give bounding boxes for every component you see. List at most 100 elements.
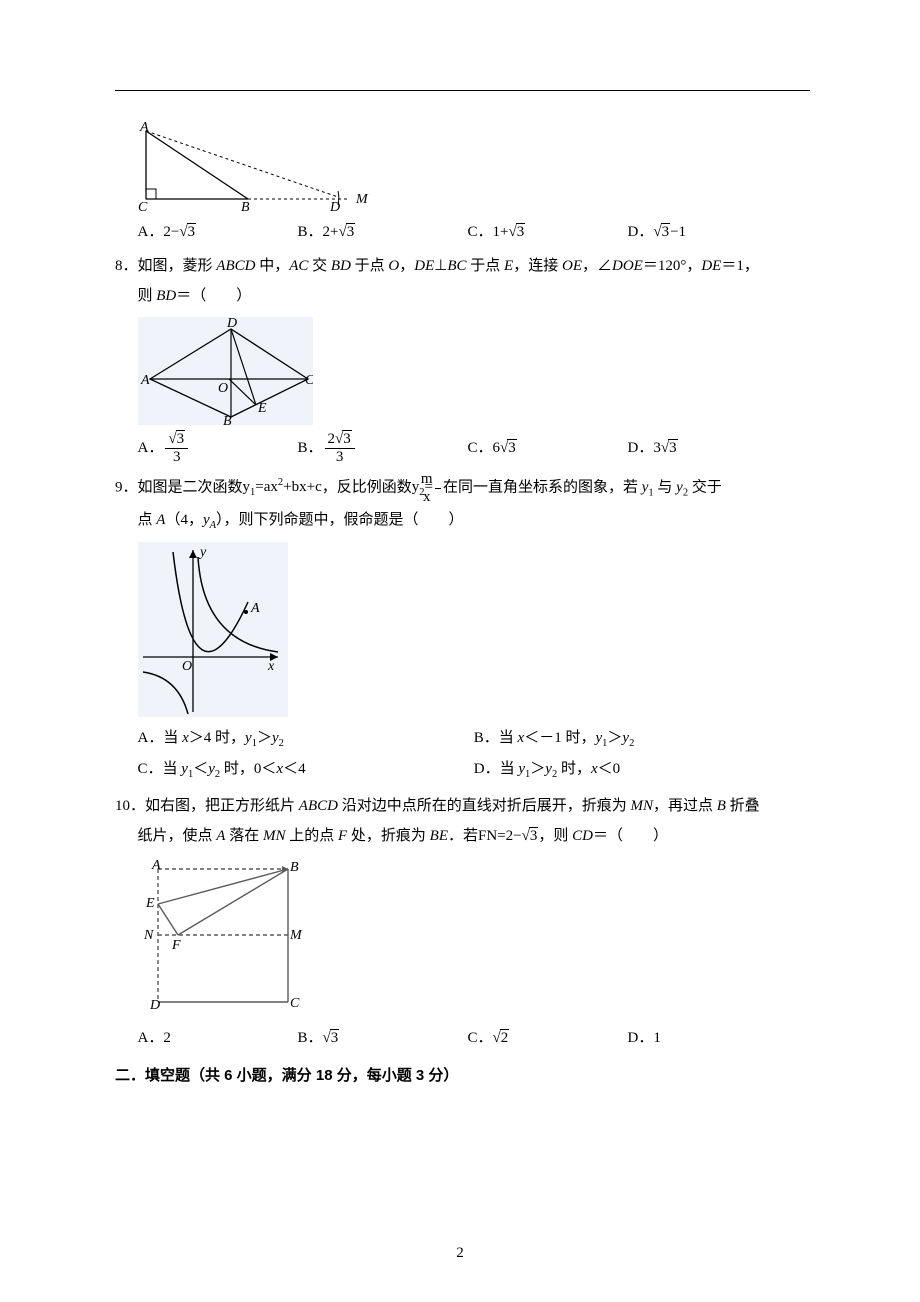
q8-ac: AC: [289, 258, 308, 274]
q10: 10．如右图，把正方形纸片 ABCD 沿对边中点所在的直线对折后展开，折痕为 M…: [115, 791, 810, 1053]
q9-d-gt: ＞: [530, 761, 545, 777]
q10-t6: 落在: [225, 828, 263, 844]
q9-t2: ，反比例函数: [322, 479, 412, 495]
q9-y1eq: y1=ax2+bx+c: [243, 479, 322, 495]
q8-opt-d-expr: 33: [653, 433, 677, 463]
q8-de2: DE: [701, 258, 721, 274]
q10-t3: ，再过点: [653, 798, 717, 814]
q10-opt-d-val: 1: [653, 1023, 661, 1053]
q8-opt-d-label: D．: [628, 433, 654, 463]
q9-d-pre: D．当: [474, 761, 519, 777]
q8-bc: BC: [447, 258, 466, 274]
q10-opt-d-label: D．: [628, 1023, 654, 1053]
q9-opt-b: B．当 x＜－1 时，y1＞y2: [474, 723, 810, 754]
q10-t7: 上的点: [285, 828, 338, 844]
q9-d-mid: 时，: [557, 761, 591, 777]
q10-opt-a-val: 2: [163, 1023, 171, 1053]
q10-fig-E: E: [145, 896, 155, 911]
q10-cd: CD: [572, 828, 593, 844]
q9-options-row2: C．当 y1＜y2 时，0＜x＜4 D．当 y1＞y2 时，x＜0: [115, 754, 810, 785]
q8-fig-A: A: [140, 373, 150, 388]
q9-b-gt: ＞: [607, 730, 622, 746]
q9-y2-den: x: [435, 489, 441, 506]
q8-t7: 于点: [467, 258, 505, 274]
q9-t6: 点: [138, 512, 157, 528]
q10-mn2: MN: [263, 828, 286, 844]
q7-opt-c-expr: 1+3: [493, 217, 526, 247]
q10-fn-eq: FN=2−3: [478, 828, 538, 844]
q8-number: 8．: [115, 258, 138, 274]
q8-t6: ⊥: [434, 258, 447, 274]
q8-opt-a-frac: 33: [165, 431, 188, 465]
q8-de: DE: [414, 258, 434, 274]
q9: 9．如图是二次函数y1=ax2+bx+c，反比例函数y2=mx在同一直角坐标系的…: [115, 471, 810, 785]
q9-stem-line2: 点 A（4，yA），则下列命题中，假命题是（ ）: [115, 505, 810, 536]
q8-fig-O: O: [218, 381, 228, 396]
q7-options: A． 2−3 B． 2+3 C． 1+3 D． 3−1: [115, 217, 810, 247]
q8-t9: ，∠: [582, 258, 612, 274]
q7-label-B: B: [241, 200, 250, 211]
q10-t8: 处，折痕为: [347, 828, 430, 844]
q10-t5: 纸片，使点: [138, 828, 217, 844]
q10-mn: MN: [630, 798, 653, 814]
q7-opt-a-expr: 2−3: [163, 217, 196, 247]
q8-opt-a-label: A．: [138, 433, 164, 463]
q10-opt-b: B．3: [298, 1023, 468, 1053]
q8-opt-c-expr: 63: [493, 433, 517, 463]
q9-t3: 在同一直角坐标系的图象，若: [443, 479, 642, 495]
q7-opt-c-label: C．: [468, 217, 493, 247]
q9-a-x: x: [182, 730, 189, 746]
q9-d-y1: y: [518, 761, 525, 777]
q8-t1: 如图，菱形: [138, 258, 217, 274]
q9-c-end: ＜4: [283, 761, 306, 777]
q10-t9: ．若: [448, 828, 478, 844]
page-number: 2: [0, 1245, 920, 1262]
q7-opt-b: B． 2+3: [298, 217, 468, 247]
q10-stem-line2: 纸片，使点 A 落在 MN 上的点 F 处，折痕为 BE．若FN=2−3，则 C…: [115, 821, 810, 851]
q9-fig-A: A: [250, 601, 260, 616]
q8-stem-line1: 8．如图，菱形 ABCD 中，AC 交 BD 于点 O，DE⊥BC 于点 E，连…: [115, 251, 810, 281]
q9-c-y2: y: [208, 761, 215, 777]
q10-t10: ，则: [538, 828, 572, 844]
q10-t1: 如右图，把正方形纸片: [145, 798, 299, 814]
q9-number: 9．: [115, 479, 138, 495]
q8-fig-E: E: [257, 401, 267, 416]
q10-opt-a-label: A．: [138, 1023, 164, 1053]
q8-fig-B: B: [223, 414, 232, 425]
q9-y2eq: y2=mx: [412, 479, 443, 495]
q9-c-pre: C．当: [138, 761, 182, 777]
q8-doe: DOE: [612, 258, 643, 274]
q8-opt-c-label: C．: [468, 433, 493, 463]
q8-t13: ＝（ ）: [176, 288, 251, 304]
q9-t7: （4，: [165, 512, 203, 528]
q9-a-gt: ＞: [257, 730, 272, 746]
content-area: A C B D M A． 2−3 B． 2+3 C． 1+3 D． 3−1: [115, 121, 810, 1091]
q10-be: BE: [430, 828, 448, 844]
page: A C B D M A． 2−3 B． 2+3 C． 1+3 D． 3−1: [0, 0, 920, 1302]
q7-figure: A C B D M: [138, 121, 811, 211]
q8-t8: ，连接: [513, 258, 562, 274]
section-2-heading: 二．填空题（共 6 小题，满分 18 分，每小题 3 分）: [115, 1061, 810, 1091]
q7-label-A: A: [139, 121, 149, 135]
q8-t4: 于点: [351, 258, 389, 274]
q8-opt-b-frac: 233: [325, 431, 355, 465]
q8: 8．如图，菱形 ABCD 中，AC 交 BD 于点 O，DE⊥BC 于点 E，连…: [115, 251, 810, 465]
q9-figure: O x y A: [138, 542, 811, 717]
q8-options: A． 33 B． 233 C． 63 D． 33: [115, 431, 810, 465]
q10-fig-F: F: [171, 938, 181, 953]
q9-yA: y: [203, 512, 210, 528]
q8-t12: 则: [138, 288, 157, 304]
q8-abcd: ABCD: [216, 258, 255, 274]
q10-opt-b-rad: 3: [330, 1029, 340, 1046]
q8-opt-b-den: 3: [325, 449, 355, 466]
q10-opt-d: D．1: [628, 1023, 661, 1053]
q10-fig-M: M: [289, 928, 303, 943]
q7-opt-d: D． 3−1: [628, 217, 687, 247]
q9-c-mid: 时，0＜: [220, 761, 276, 777]
q9-fig-y: y: [198, 545, 207, 560]
q10-fig-A: A: [151, 858, 161, 873]
q8-oe: OE: [562, 258, 582, 274]
q7-opt-b-expr: 2+3: [323, 217, 356, 247]
q8-o: O: [388, 258, 399, 274]
q10-b: B: [717, 798, 726, 814]
